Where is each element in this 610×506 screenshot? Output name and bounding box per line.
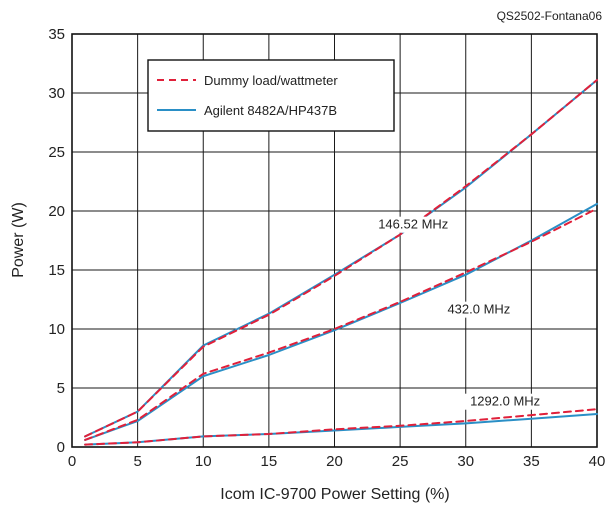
series-line-dummy-load-5 <box>84 408 598 446</box>
series-line-agilent-2 <box>84 202 598 441</box>
x-tick-label: 30 <box>457 453 474 470</box>
series-line-dummy-load-1 <box>84 79 598 438</box>
annotation-background <box>464 393 546 410</box>
annotation-background <box>372 216 454 233</box>
annotation-label: 432.0 MHz <box>447 302 510 317</box>
legend: Dummy load/wattmeter Agilent 8482A/HP437B <box>147 59 395 132</box>
x-tick-label: 0 <box>68 453 76 470</box>
x-tick-label: 20 <box>326 453 343 470</box>
series-line-agilent-0 <box>84 79 598 438</box>
source-tag: QS2502-Fontana06 <box>497 9 603 23</box>
series-layer <box>84 79 598 446</box>
x-tick-label: 15 <box>261 453 278 470</box>
y-axis-title: Power (W) <box>10 202 27 278</box>
legend-label: Dummy load/wattmeter <box>204 73 338 88</box>
legend-box <box>147 59 395 132</box>
plot-frame <box>71 33 598 448</box>
x-tick-label: 40 <box>589 453 606 470</box>
y-tick-label: 5 <box>57 380 65 397</box>
annotation-label: 146.52 MHz <box>378 217 448 232</box>
x-tick-label: 10 <box>195 453 212 470</box>
y-tick-label: 20 <box>48 203 65 220</box>
tick-labels: 0 5 10 15 20 25 30 35 40 0 5 10 15 20 25 30 35 <box>48 26 605 470</box>
x-tick-label: 35 <box>523 453 540 470</box>
y-tick-label: 35 <box>48 26 65 43</box>
annotation-background <box>442 301 516 318</box>
x-tick-label: 5 <box>133 453 141 470</box>
x-axis-title: Icom IC-9700 Power Setting (%) <box>220 486 449 503</box>
legend-label: Agilent 8482A/HP437B <box>204 103 337 118</box>
frequency-annotations: 146.52 MHz 432.0 MHz 1292.0 MHz <box>372 216 546 410</box>
annotation-label: 1292.0 MHz <box>470 394 540 409</box>
y-tick-label: 10 <box>48 321 65 338</box>
y-tick-label: 0 <box>57 439 65 456</box>
y-tick-label: 30 <box>48 85 65 102</box>
x-tick-label: 25 <box>392 453 409 470</box>
series-line-dummy-load-3 <box>84 207 598 441</box>
y-tick-label: 25 <box>48 144 65 161</box>
y-tick-label: 15 <box>48 262 65 279</box>
